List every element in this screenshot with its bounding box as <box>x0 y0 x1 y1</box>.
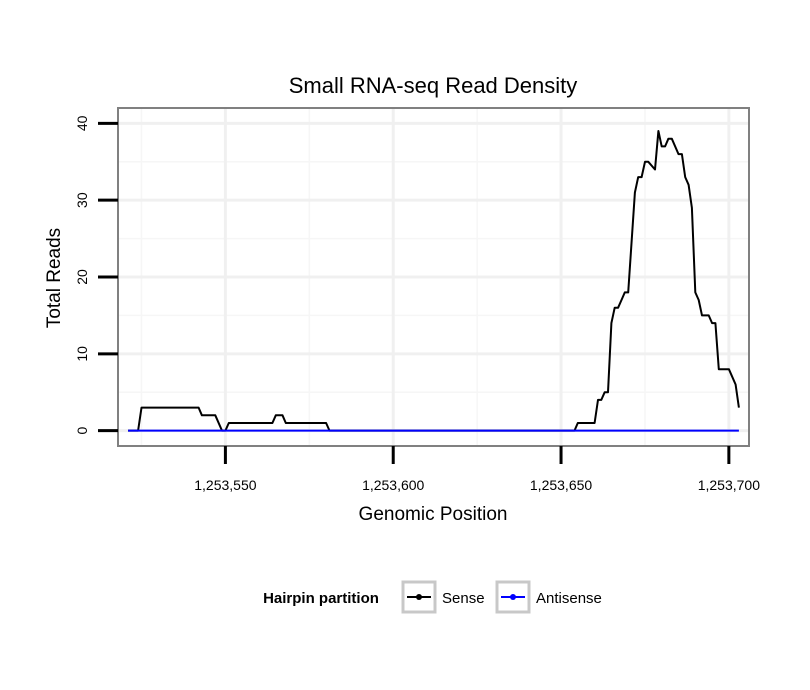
y-tick-label: 30 <box>74 192 90 208</box>
x-tick-label: 1,253,550 <box>194 477 256 493</box>
axis-ticks: 1,253,550 1,253,600 1,253,650 1,253,700 0 10 2… <box>74 115 760 493</box>
y-tick-label: 0 <box>74 427 90 435</box>
legend-label-antisense: Antisense <box>536 590 602 607</box>
legend-key-point <box>510 594 516 600</box>
x-tick-label: 1,253,600 <box>362 477 424 493</box>
grid-lines <box>118 108 749 446</box>
legend-title: Hairpin partition <box>263 590 379 607</box>
x-axis-title: Genomic Position <box>359 504 508 525</box>
legend-key-point <box>416 594 422 600</box>
legend-label-sense: Sense <box>442 590 485 607</box>
y-tick-label: 20 <box>74 269 90 285</box>
series-line-sense <box>128 130 740 432</box>
x-tick-label: 1,253,700 <box>698 477 760 493</box>
y-tick-label: 40 <box>74 115 90 131</box>
series-layer <box>128 130 740 432</box>
chart-title: Small RNA-seq Read Density <box>289 73 578 98</box>
legend: Hairpin partition Sense Antisense <box>263 580 602 614</box>
y-axis-title: Total Reads <box>44 228 65 328</box>
y-tick-label: 10 <box>74 346 90 362</box>
x-tick-label: 1,253,650 <box>530 477 592 493</box>
